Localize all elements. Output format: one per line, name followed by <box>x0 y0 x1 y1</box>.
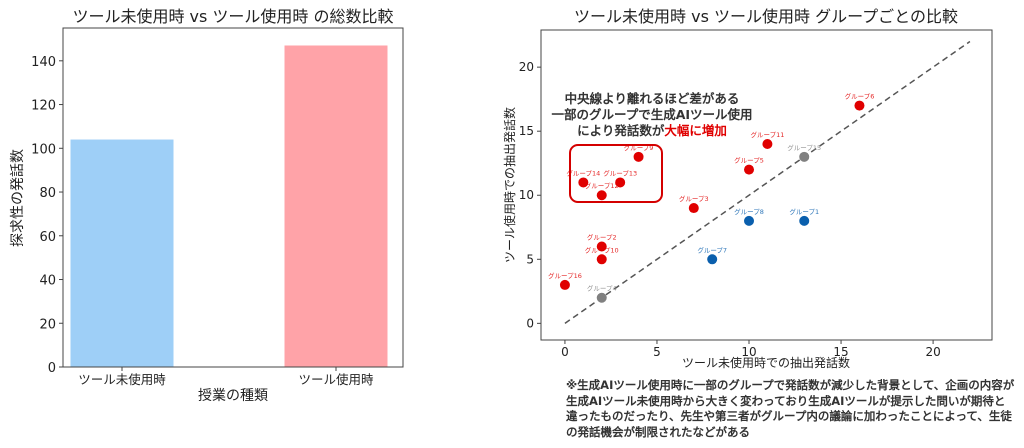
y-tick-label: 20 <box>519 60 534 74</box>
x-tick-label: 20 <box>925 345 940 359</box>
point-label: グループ15 <box>787 143 821 152</box>
bar-chart-title: ツール未使用時 vs ツール使用時 の総数比較 <box>72 7 393 26</box>
bar <box>70 139 174 367</box>
y-tick-label: 20 <box>39 317 56 332</box>
scatter-chart-title: ツール未使用時 vs ツール使用時 グループごとの比較 <box>574 7 958 26</box>
scatter-y-axis-label: ツール使用時での抽出発話数 <box>502 107 517 263</box>
annotation-line2: 一部のグループで生成AIツール使用 <box>551 107 752 122</box>
point-label: グループ10 <box>585 245 619 254</box>
y-tick-label: 0 <box>48 361 56 376</box>
y-tick-label: 100 <box>31 142 56 157</box>
data-point <box>596 292 607 303</box>
point-label: グループ4 <box>587 284 617 293</box>
x-tick-label: 10 <box>741 345 756 359</box>
data-point <box>578 177 589 188</box>
bar-chart: ツール未使用時 vs ツール使用時 の総数比較 0 20 40 60 80 100 120 1… <box>9 7 404 404</box>
data-point <box>559 279 570 290</box>
point-label: グループ11 <box>750 130 784 139</box>
point-label: グループ14 <box>566 168 600 177</box>
data-point <box>596 190 607 201</box>
point-label: グループ2 <box>587 232 617 241</box>
point-label: グループ1 <box>789 207 819 216</box>
bar-y-axis-label: 探求性の発話数 <box>9 149 26 247</box>
annotation-line3: により発話数が大幅に増加 <box>577 123 727 138</box>
annotation: 中央線より離れるほど差がある 一部のグループで生成AIツール使用 により発話数が… <box>551 91 752 138</box>
y-tick-label: 0 <box>526 316 534 330</box>
annotation-line1: 中央線より離れるほど差がある <box>565 91 740 106</box>
x-tick-label: 5 <box>653 345 661 359</box>
point-label: グループ5 <box>734 156 764 165</box>
point-label: グループ12 <box>585 181 619 190</box>
bar-plot-frame <box>62 27 404 368</box>
annotation-line3-highlight: 大幅に増加 <box>664 123 727 138</box>
scatter-chart: ツール未使用時 vs ツール使用時 グループごとの比較 0 5 10 15 20 0 5 10… <box>502 7 993 370</box>
y-tick-label: 40 <box>39 274 56 289</box>
point-label: グループ8 <box>734 207 764 216</box>
y-tick-label: 15 <box>519 124 534 138</box>
y-tick-label: 10 <box>519 188 534 202</box>
bar-x-axis-label: 授業の種類 <box>198 388 268 404</box>
point-label: グループ13 <box>603 168 637 177</box>
data-point <box>854 100 865 111</box>
reference-line <box>564 40 971 324</box>
data-point <box>633 151 644 162</box>
point-label: グループ9 <box>624 143 654 152</box>
data-point <box>762 139 773 150</box>
point-label: グループ16 <box>548 271 582 280</box>
data-point <box>799 151 810 162</box>
x-tick-label: ツール未使用時 <box>78 372 166 387</box>
data-point <box>596 254 607 265</box>
point-label: グループ7 <box>697 245 727 254</box>
x-tick-label: 15 <box>833 345 848 359</box>
data-point <box>596 241 607 252</box>
scatter-plot-frame <box>540 29 993 341</box>
bar <box>284 45 388 368</box>
point-label: グループ6 <box>845 92 875 101</box>
data-point <box>688 203 699 214</box>
footnote: ※生成AIツール使用時に一部のグループで発話数が減少した背景として、企画の内容が… <box>566 378 1015 439</box>
point-label: グループ3 <box>679 194 709 203</box>
annotation-line3-prefix: により発話数が <box>577 123 665 138</box>
y-tick-label: 140 <box>31 55 56 70</box>
data-point <box>799 215 810 226</box>
x-tick-label: ツール使用時 <box>298 372 374 387</box>
x-tick-label: 0 <box>561 345 569 359</box>
y-tick-label: 60 <box>39 230 56 245</box>
highlight-box <box>569 144 663 203</box>
data-point <box>744 164 755 175</box>
data-point <box>707 254 718 265</box>
y-tick-label: 80 <box>39 186 56 201</box>
scatter-x-axis-label: ツール未使用時での抽出発話数 <box>682 355 850 370</box>
y-tick-label: 5 <box>526 252 534 266</box>
data-point <box>615 177 626 188</box>
y-tick-label: 120 <box>31 99 56 114</box>
data-point <box>744 215 755 226</box>
